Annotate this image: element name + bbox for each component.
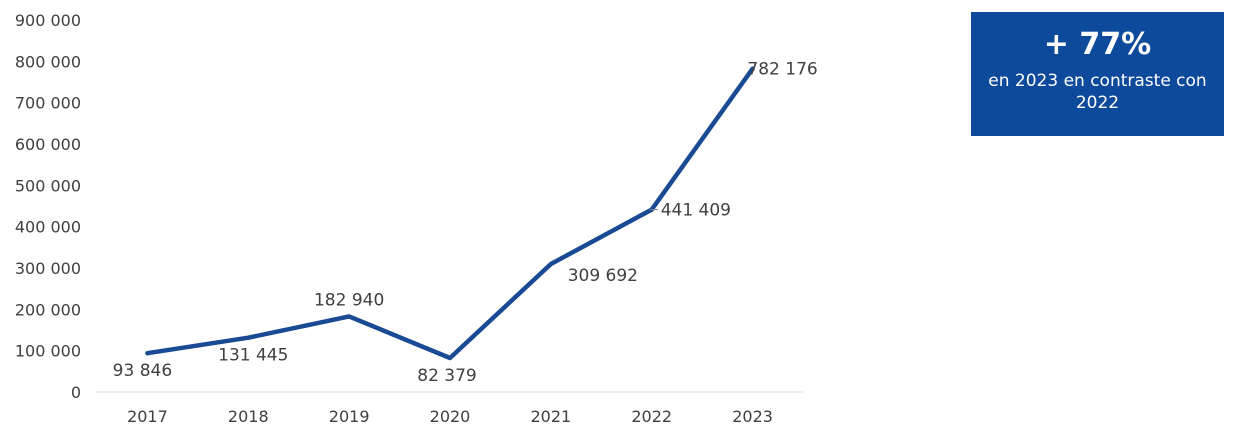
y-tick-label: 400 000 <box>15 218 81 237</box>
x-axis: 2017 2018 2019 2020 2021 2022 2023 <box>127 407 773 426</box>
x-tick-label: 2017 <box>127 407 168 426</box>
y-tick-label: 900 000 <box>15 11 81 30</box>
data-label: 309 692 <box>568 266 638 286</box>
data-label: 82 379 <box>417 366 476 386</box>
data-label: 131 445 <box>218 346 288 366</box>
y-tick-label: 700 000 <box>15 94 81 113</box>
data-label: 182 940 <box>314 290 384 310</box>
callout-headline: + 77% <box>1043 27 1152 62</box>
y-tick-label: 300 000 <box>15 259 81 278</box>
x-tick-label: 2019 <box>329 407 370 426</box>
data-labels: 93 846 131 445 182 940 82 379 309 692 441 409… <box>113 60 818 386</box>
x-tick-label: 2022 <box>631 407 672 426</box>
y-tick-label: 200 000 <box>15 300 81 319</box>
y-axis: 0 100 000 200 000 300 000 400 000 500 000 600 … <box>15 11 81 402</box>
x-tick-label: 2018 <box>228 407 269 426</box>
y-tick-label: 800 000 <box>15 52 81 71</box>
x-tick-label: 2020 <box>430 407 471 426</box>
growth-callout: + 77% en 2023 en contraste con 2022 <box>971 12 1224 136</box>
data-label: 441 409 <box>661 201 731 221</box>
x-tick-label: 2021 <box>530 407 571 426</box>
y-tick-label: 600 000 <box>15 135 81 154</box>
y-tick-label: 100 000 <box>15 342 81 361</box>
y-tick-label: 0 <box>71 383 81 402</box>
x-tick-label: 2023 <box>732 407 773 426</box>
callout-text: en 2023 en contraste con 2022 <box>988 71 1207 113</box>
data-label: 93 846 <box>113 361 172 381</box>
y-tick-label: 500 000 <box>15 176 81 195</box>
data-label: 782 176 <box>747 60 817 80</box>
